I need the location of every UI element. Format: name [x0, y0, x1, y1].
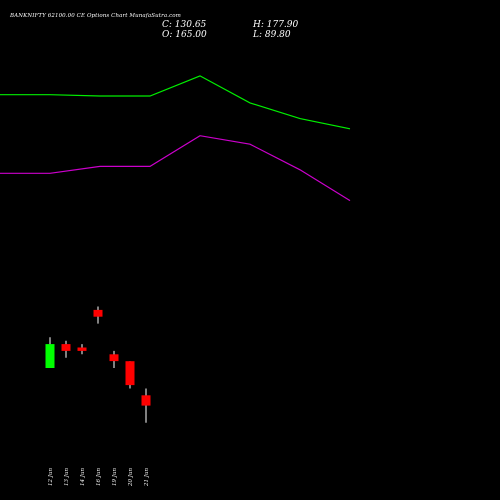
- x-tick-label: 13 Jun: [64, 468, 70, 486]
- candle-body: [61, 344, 71, 351]
- ohlc-open: O: 165.00: [162, 30, 207, 40]
- x-tick-label: 16 Jun: [96, 468, 102, 486]
- candle-body: [45, 344, 55, 368]
- chart-title: BANKNIFTY 62100.00 CE Options Chart Muna…: [10, 13, 181, 19]
- x-tick-label: 20 Jun: [128, 468, 134, 487]
- candle-body: [93, 309, 103, 317]
- candle-body: [109, 354, 119, 362]
- ohlc-high: H: 177.90: [253, 20, 299, 30]
- x-tick-label: 14 Jun: [80, 468, 86, 486]
- ohlc-low: L: 89.80: [253, 30, 291, 40]
- candle-body: [77, 347, 87, 351]
- ohlc-close: C: 130.65: [162, 20, 207, 30]
- upper-band-line: [0, 75, 351, 130]
- x-tick-label: 12 Jun: [48, 468, 54, 486]
- candle-body: [141, 395, 151, 406]
- lower-band-line: [0, 135, 351, 202]
- x-tick-label: 21 Jun: [144, 468, 150, 487]
- candle-body: [125, 361, 135, 386]
- x-tick-label: 19 Jun: [112, 468, 118, 486]
